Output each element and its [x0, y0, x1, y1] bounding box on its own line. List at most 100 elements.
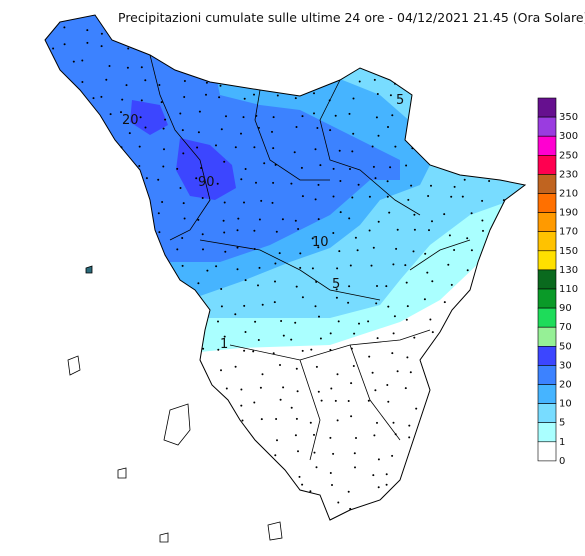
station	[109, 113, 112, 116]
station	[376, 285, 378, 287]
station	[223, 201, 226, 204]
station	[295, 417, 298, 420]
station	[197, 282, 200, 285]
station	[319, 337, 322, 340]
station	[332, 232, 335, 234]
islands	[67, 265, 283, 543]
station	[404, 264, 407, 267]
station	[290, 406, 293, 409]
station	[223, 335, 226, 338]
station	[387, 126, 389, 128]
station	[274, 262, 277, 265]
station	[375, 302, 378, 305]
station	[347, 301, 350, 304]
station	[310, 348, 313, 351]
station	[392, 263, 395, 266]
station	[347, 490, 350, 493]
station	[358, 80, 361, 83]
station	[328, 99, 331, 102]
station	[217, 320, 219, 323]
legend-swatch	[537, 135, 557, 156]
station	[244, 279, 247, 282]
station	[368, 355, 371, 358]
station	[389, 94, 392, 97]
station	[253, 93, 255, 96]
legend-label: 5	[559, 418, 565, 429]
station	[412, 250, 415, 253]
station	[220, 288, 223, 290]
station	[127, 47, 130, 50]
station	[348, 217, 351, 220]
station	[271, 201, 274, 204]
station	[407, 198, 410, 201]
legend-swatch	[537, 307, 557, 328]
station	[314, 198, 317, 201]
station	[315, 466, 318, 469]
station	[377, 458, 380, 461]
station	[202, 248, 204, 251]
station	[430, 184, 432, 187]
station	[244, 168, 247, 170]
station	[294, 97, 297, 100]
station	[377, 220, 380, 223]
station	[301, 349, 304, 352]
legend-swatch	[537, 116, 557, 137]
station	[181, 264, 184, 267]
station	[243, 201, 245, 204]
station	[332, 452, 335, 455]
station	[389, 166, 392, 169]
province-borders	[149, 54, 471, 461]
legend-swatch	[537, 384, 557, 404]
legend-label: 350	[559, 112, 578, 123]
station	[317, 390, 320, 393]
station	[314, 305, 317, 308]
station	[392, 421, 395, 424]
station	[502, 199, 505, 202]
station	[294, 321, 297, 324]
station	[140, 66, 143, 69]
station	[332, 167, 335, 170]
contour-labels: 5 20 90 10 5 1	[122, 93, 404, 352]
station	[217, 348, 220, 351]
station	[183, 96, 186, 98]
station	[144, 79, 147, 82]
station	[351, 150, 354, 153]
station	[275, 418, 278, 420]
station	[255, 181, 257, 184]
station	[443, 301, 446, 304]
legend-swatch	[537, 441, 557, 462]
station	[466, 269, 469, 272]
station	[431, 280, 434, 283]
station	[183, 80, 186, 82]
station	[423, 298, 426, 301]
station	[404, 387, 407, 390]
station	[355, 437, 357, 439]
station	[157, 212, 160, 215]
station	[391, 454, 394, 457]
station	[138, 165, 141, 167]
station	[413, 336, 416, 339]
station	[335, 288, 338, 291]
station	[225, 115, 227, 118]
station	[367, 399, 370, 402]
station	[461, 195, 464, 198]
station	[252, 350, 255, 353]
station	[220, 128, 223, 131]
contour-label: 10	[312, 235, 329, 250]
station	[373, 434, 376, 437]
station	[329, 332, 332, 335]
station	[466, 237, 469, 240]
station	[426, 271, 429, 274]
station	[301, 296, 304, 299]
precipitation-field	[45, 15, 525, 352]
station	[453, 249, 456, 251]
legend-label: 210	[559, 189, 578, 200]
station	[317, 218, 320, 221]
station	[158, 84, 161, 86]
station	[63, 26, 66, 29]
legend-label: 70	[559, 322, 572, 333]
station	[219, 84, 222, 87]
station	[236, 268, 239, 271]
station	[295, 126, 298, 128]
station	[391, 114, 394, 117]
